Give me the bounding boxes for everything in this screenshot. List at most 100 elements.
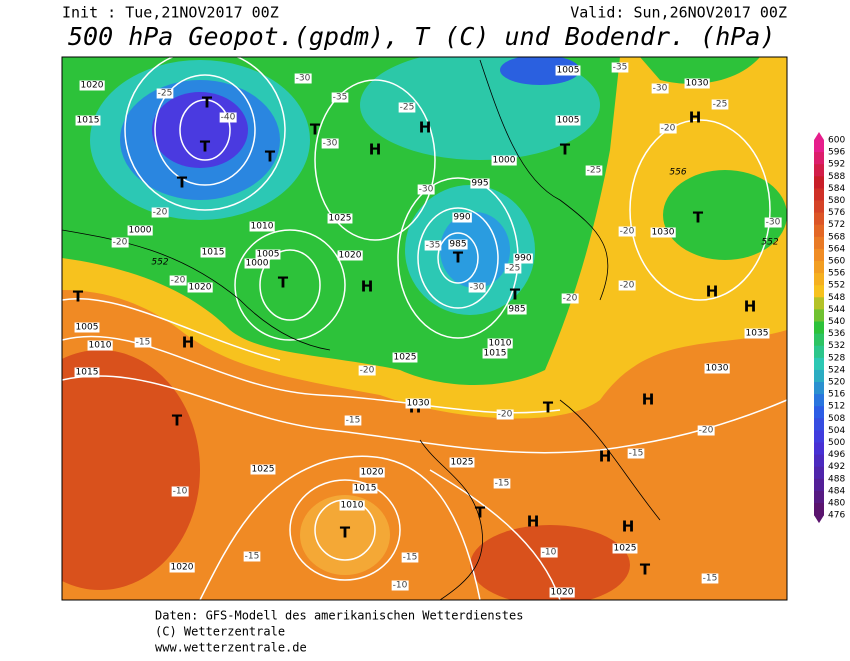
legend-swatch [814, 261, 824, 274]
temperature-label: -15 [403, 553, 418, 563]
temperature-label-box [764, 217, 782, 228]
legend-swatch [814, 297, 824, 310]
legend-label: 568 [828, 232, 845, 242]
isobar-label: 1000 [246, 259, 269, 269]
isobar-label-box [452, 212, 472, 223]
footer-copyright: (C) Wetterzentrale [155, 625, 285, 639]
temperature-label-box [344, 415, 362, 426]
legend-label: 556 [828, 269, 845, 279]
isobar-label: 1025 [394, 353, 417, 363]
temperature-label: -15 [346, 416, 361, 426]
temperature-label-box [171, 486, 189, 497]
temperature-label-box [496, 409, 514, 420]
isobar-label-box [169, 562, 195, 573]
temperature-label: -25 [506, 264, 521, 274]
temperature-label: -20 [498, 410, 513, 420]
legend-swatch [814, 152, 824, 165]
isobar-label: 990 [453, 213, 470, 223]
legend-swatch [814, 273, 824, 286]
color-legend: 600 596 592 588 584 580 576 572 568 564 560 556 552 5… [814, 132, 845, 524]
isobar-label: 1025 [329, 214, 352, 224]
isobar-label: 1020 [171, 563, 194, 573]
pressure-center: T [640, 561, 651, 579]
isobar-label: 1020 [189, 283, 212, 293]
temperature-label: -30 [296, 74, 311, 84]
pressure-center: H [642, 391, 655, 409]
isobar-label: 1015 [484, 349, 507, 359]
isobar-label-box [359, 467, 385, 478]
legend-label: 576 [828, 208, 845, 218]
temperature-label-box [331, 92, 349, 103]
pressure-center: T [310, 121, 321, 139]
temperature-label: -20 [153, 208, 168, 218]
isobar-label-box [327, 213, 353, 224]
isobar-label-box [352, 483, 378, 494]
pressure-center: T [475, 504, 486, 522]
isobar-label-box [75, 115, 101, 126]
isobar-label-box [255, 249, 281, 260]
legend-label: 560 [828, 257, 845, 267]
legend-label: 544 [828, 305, 845, 315]
temperature-label-box [151, 207, 169, 218]
pressure-center: H [622, 518, 635, 536]
pressure-center: T [202, 94, 213, 112]
init-time: Init : Tue,21NOV2017 00Z [62, 4, 279, 22]
temperature-label-box [169, 275, 187, 286]
legend-label: 536 [828, 329, 845, 339]
temperature-label-box [417, 184, 435, 195]
cold-core [152, 92, 248, 168]
legend-swatch [814, 418, 824, 431]
legend-label: 492 [828, 462, 845, 472]
footer-source: Daten: GFS-Modell des amerikanischen Wet… [155, 609, 523, 623]
temperature-label-box [321, 138, 339, 149]
isobar-label: 1005 [257, 250, 280, 260]
temperature-label: -35 [333, 93, 348, 103]
temperature-label-box [611, 62, 629, 73]
isobar-label-box [650, 227, 676, 238]
temperature-label-box [134, 337, 152, 348]
legend-swatch [814, 394, 824, 407]
legend-swatch [814, 333, 824, 347]
isobar-label-box [449, 457, 475, 468]
pressure-center: T [543, 399, 554, 417]
temperature-label-box [627, 448, 645, 459]
temperature-label-box [540, 547, 558, 558]
isobar-label-box [470, 178, 490, 189]
pressure-center: H [599, 448, 612, 466]
legend-label: 548 [828, 293, 845, 303]
legend-label: 592 [828, 160, 845, 170]
green-area [640, 57, 760, 84]
legend-label: 516 [828, 390, 845, 400]
temperature-label-box [468, 282, 486, 293]
isobar-label: 1030 [407, 399, 430, 409]
legend-label: 512 [828, 402, 845, 412]
temperature-label: -25 [587, 166, 602, 176]
temperature-label: -10 [542, 548, 557, 558]
legend-label: 476 [828, 511, 845, 521]
legend-swatch [814, 382, 824, 395]
temperature-label-box [618, 280, 636, 291]
isobar-label-box [74, 322, 100, 333]
temperature-label-box [219, 112, 237, 123]
map-title: 500 hPa Geopot.(gpdm), T (C) und Bodendr… [68, 22, 775, 51]
pressure-center: H [689, 109, 702, 127]
pressure-center: T [177, 174, 188, 192]
legend-label: 508 [828, 414, 845, 424]
legend-cap [814, 132, 824, 140]
temperature-label-box [701, 573, 719, 584]
pressure-center: T [278, 274, 289, 292]
isobar-label-box [482, 348, 508, 359]
legend-swatch [814, 140, 824, 153]
legend-swatch [814, 503, 824, 516]
pressure-center: T [73, 288, 84, 306]
isobar-label: 1015 [76, 368, 99, 378]
isobar-label: 990 [514, 254, 531, 264]
pressure-center: H [369, 141, 382, 159]
pressure-center: H [744, 298, 757, 316]
legend-swatch [814, 188, 824, 201]
legend-label: 572 [828, 220, 845, 230]
isobar-label: 1015 [202, 248, 225, 258]
temperature-label: -30 [766, 218, 781, 228]
legend-label: 520 [828, 378, 845, 388]
